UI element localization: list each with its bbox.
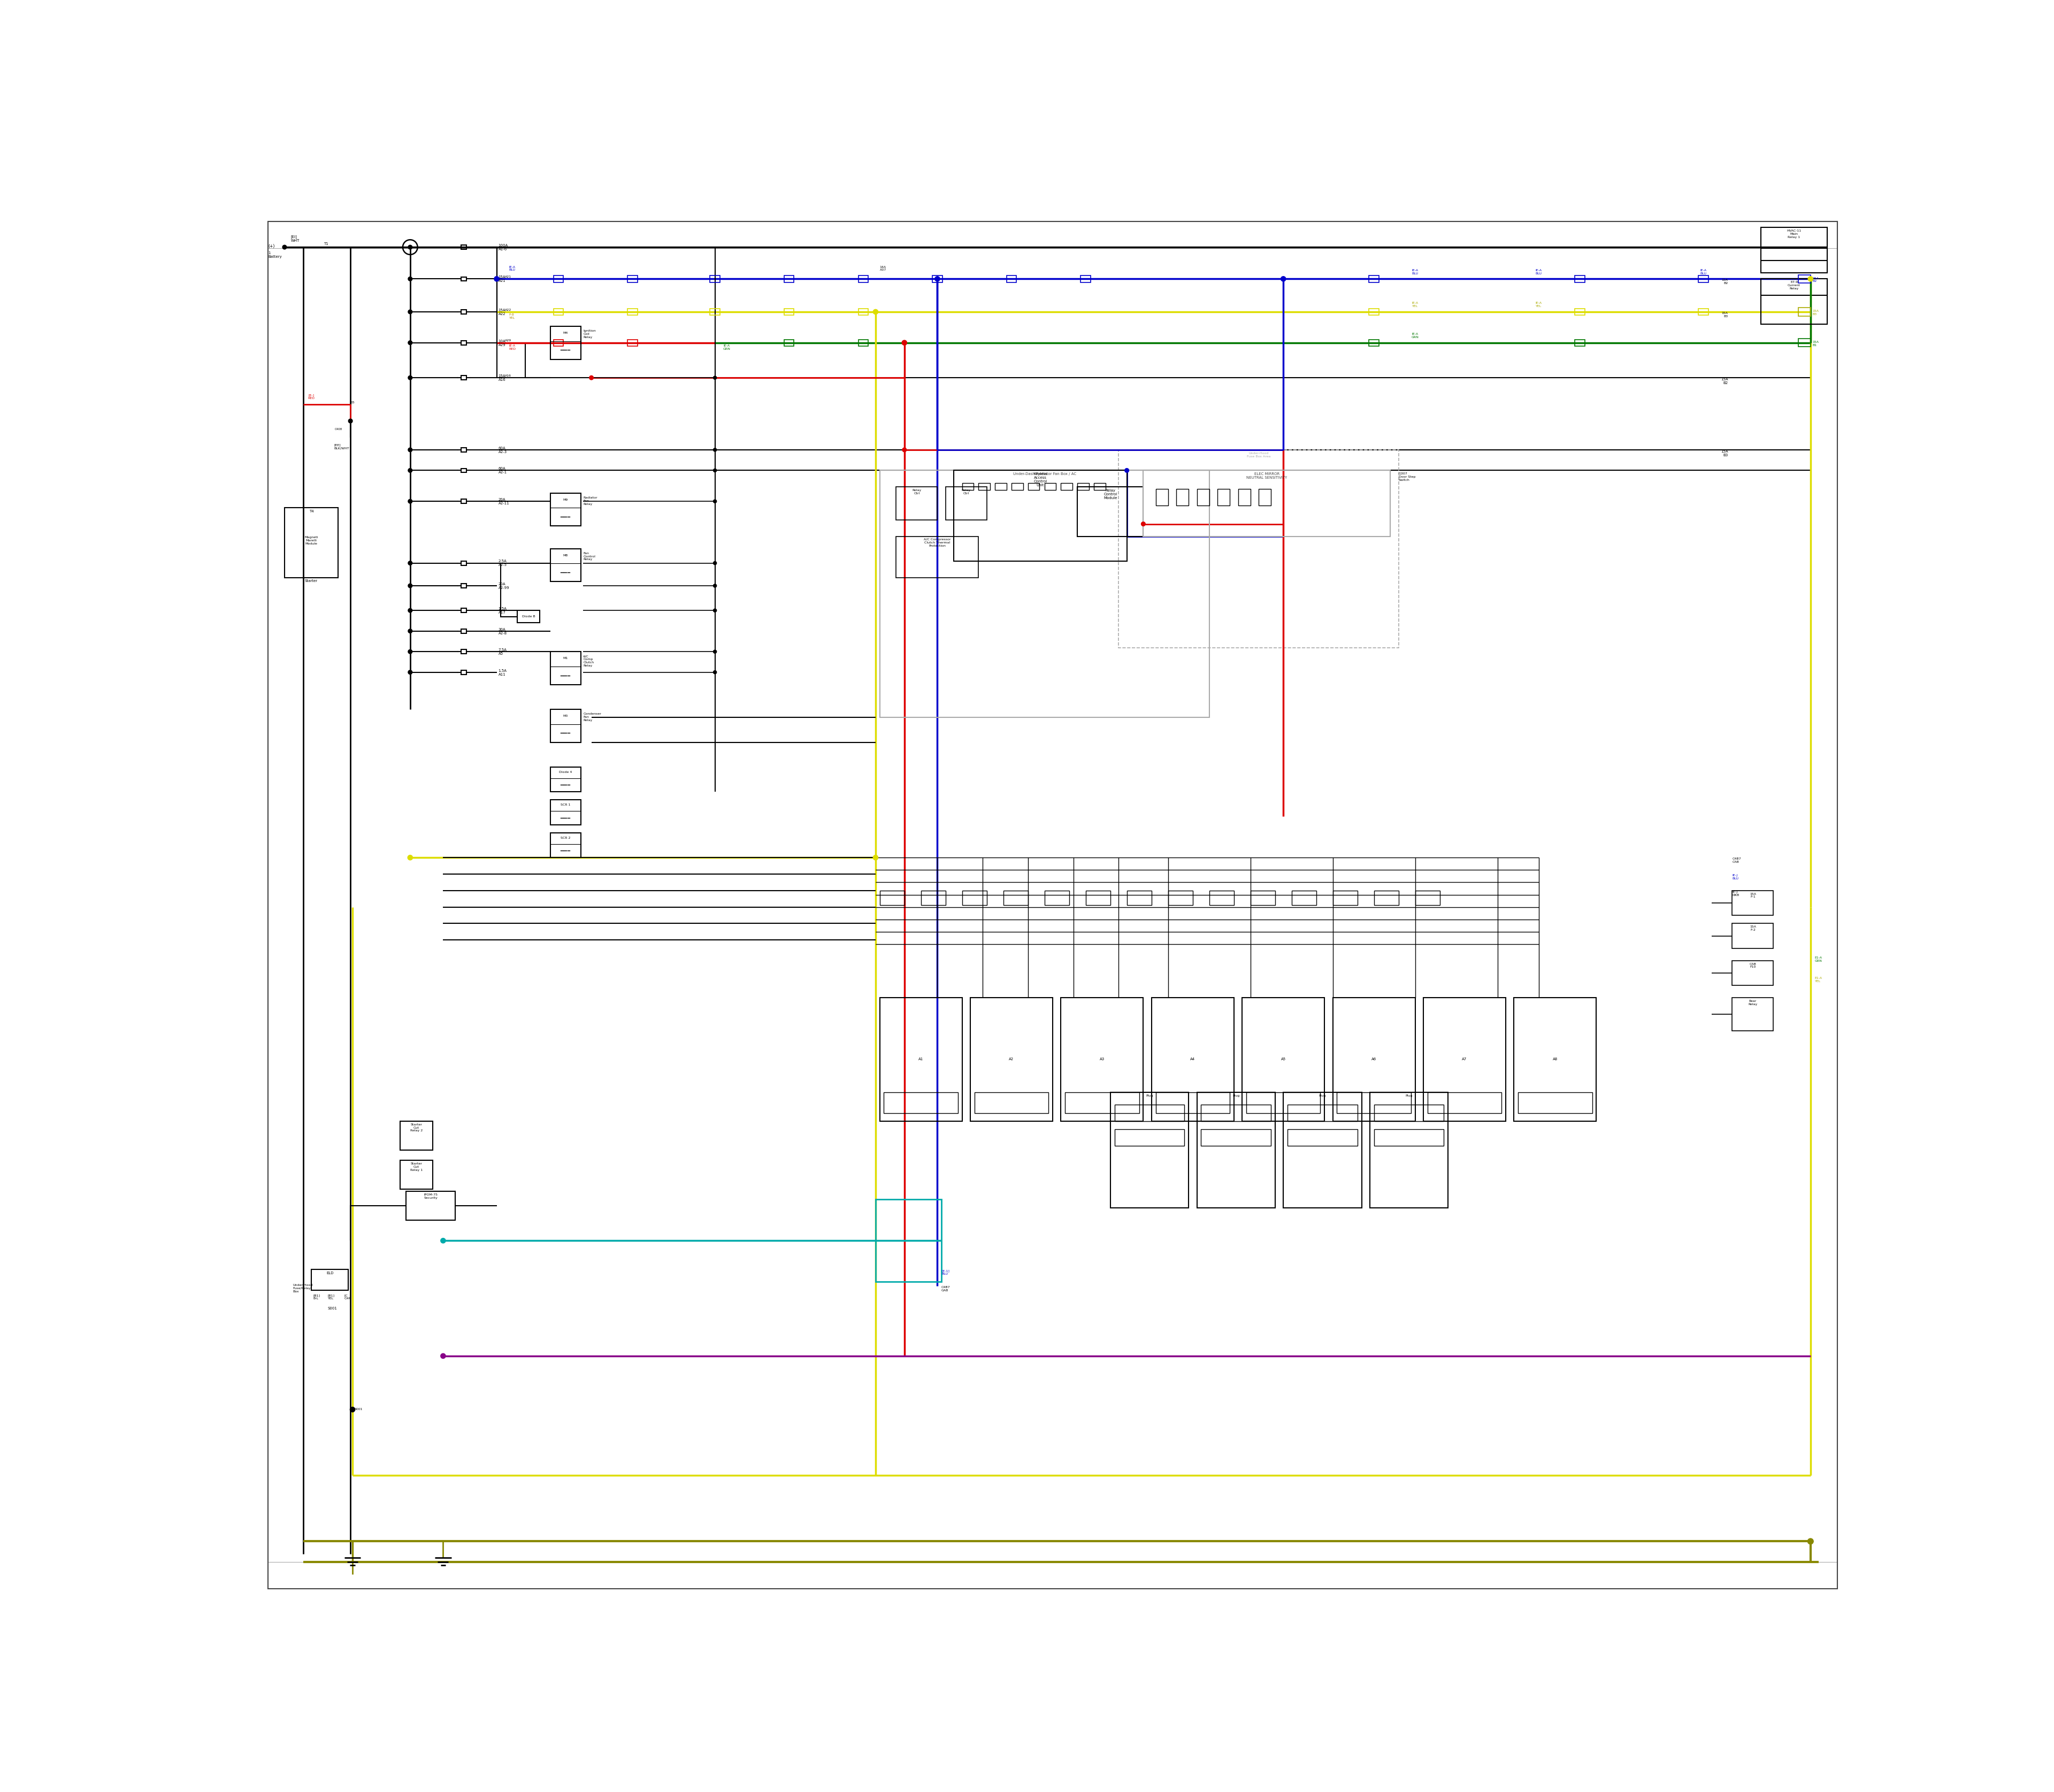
- Bar: [1288, 1129, 1358, 1145]
- Bar: [1239, 489, 1251, 505]
- Bar: [1078, 487, 1144, 536]
- Bar: [1210, 891, 1234, 905]
- Bar: [1095, 482, 1105, 491]
- Bar: [1333, 998, 1415, 1122]
- Circle shape: [407, 855, 413, 860]
- Text: 14A
A37: 14A A37: [879, 265, 885, 271]
- Bar: [1006, 276, 1017, 281]
- Bar: [711, 308, 719, 315]
- Text: 15A
A21: 15A A21: [499, 276, 505, 283]
- Bar: [462, 629, 466, 633]
- Circle shape: [1808, 1539, 1814, 1545]
- Text: [E-]
RED: [E-] RED: [308, 394, 314, 400]
- Bar: [550, 652, 581, 685]
- Bar: [785, 308, 795, 315]
- Text: A29: A29: [505, 339, 511, 342]
- Bar: [711, 276, 719, 281]
- Text: 15A
F-2: 15A F-2: [1750, 925, 1756, 932]
- Text: M9: M9: [563, 498, 569, 502]
- Bar: [883, 1093, 957, 1113]
- Text: 100A
A1-6: 100A A1-6: [499, 244, 507, 251]
- Bar: [312, 1269, 349, 1290]
- Text: E1-A
GRN: E1-A GRN: [1814, 957, 1822, 962]
- Bar: [1337, 1093, 1411, 1113]
- Bar: [1128, 891, 1152, 905]
- Circle shape: [713, 584, 717, 588]
- Bar: [1284, 1093, 1362, 1208]
- Bar: [550, 710, 581, 742]
- Text: 7.5A
A5: 7.5A A5: [499, 649, 507, 656]
- Text: [E-1]
BLU: [E-1] BLU: [941, 1269, 949, 1276]
- Bar: [1156, 1093, 1230, 1113]
- Bar: [462, 670, 466, 674]
- Bar: [629, 276, 637, 281]
- Bar: [1370, 1093, 1448, 1208]
- Bar: [462, 584, 466, 588]
- Bar: [933, 276, 943, 281]
- Text: Radiator
Fan
Relay: Radiator Fan Relay: [583, 496, 598, 505]
- Text: 1: 1: [269, 251, 271, 254]
- Circle shape: [409, 584, 413, 588]
- Circle shape: [713, 448, 717, 452]
- Text: 15A
F-1: 15A F-1: [1750, 892, 1756, 898]
- Text: M8: M8: [563, 554, 569, 557]
- Bar: [1374, 891, 1399, 905]
- Bar: [1797, 308, 1810, 315]
- Bar: [1292, 891, 1317, 905]
- Bar: [785, 276, 795, 281]
- Bar: [462, 376, 466, 380]
- Circle shape: [442, 1238, 446, 1244]
- Circle shape: [495, 276, 499, 281]
- Bar: [1333, 891, 1358, 905]
- Bar: [553, 276, 563, 281]
- Text: Relay
Ctrl: Relay Ctrl: [961, 489, 972, 495]
- Circle shape: [409, 500, 413, 504]
- Text: A3: A3: [1099, 1057, 1105, 1061]
- Bar: [462, 340, 466, 344]
- Text: F-8
YEL: F-8 YEL: [509, 314, 516, 319]
- Bar: [1797, 339, 1810, 348]
- Bar: [1760, 280, 1826, 324]
- Text: A/C Compressor
Clutch Thermal
Protection: A/C Compressor Clutch Thermal Protection: [924, 538, 951, 547]
- Text: [C
C4P: [C C4P: [345, 1294, 351, 1299]
- Circle shape: [902, 448, 906, 452]
- Text: IE-A
GRN: IE-A GRN: [723, 344, 731, 349]
- Text: IE-A
YEL: IE-A YEL: [1536, 301, 1543, 308]
- Text: A16: A16: [505, 375, 511, 376]
- Bar: [1732, 923, 1773, 948]
- Text: ELD: ELD: [327, 1272, 333, 1274]
- Circle shape: [713, 376, 717, 380]
- Text: Starter
Cut
Relay 2: Starter Cut Relay 2: [411, 1124, 423, 1133]
- Bar: [1177, 489, 1189, 505]
- Bar: [1002, 891, 1027, 905]
- Text: Relay
Ctrl: Relay Ctrl: [912, 489, 922, 495]
- Bar: [1218, 489, 1230, 505]
- Bar: [1115, 1129, 1185, 1145]
- Circle shape: [935, 276, 941, 281]
- Circle shape: [409, 448, 413, 452]
- Text: Rear
Relay: Rear Relay: [1748, 1000, 1758, 1005]
- Text: IE-J
BLU: IE-J BLU: [1732, 874, 1738, 880]
- Bar: [462, 500, 466, 504]
- Bar: [550, 799, 581, 824]
- Bar: [1043, 891, 1070, 905]
- Bar: [1732, 961, 1773, 986]
- Bar: [859, 308, 869, 315]
- Bar: [1066, 1093, 1140, 1113]
- Text: IE-A
BLU: IE-A BLU: [1701, 269, 1707, 274]
- Text: Magneti
Marelli
Module: Magneti Marelli Module: [304, 536, 318, 545]
- Bar: [1518, 1093, 1592, 1113]
- Bar: [1288, 1104, 1358, 1122]
- Text: C408: C408: [335, 428, 343, 430]
- Circle shape: [409, 609, 413, 613]
- Text: (+): (+): [269, 244, 275, 249]
- Text: [B1]
B-L: [B1] B-L: [314, 1294, 320, 1299]
- Bar: [1575, 308, 1586, 315]
- Bar: [1243, 998, 1325, 1122]
- Bar: [1699, 276, 1709, 281]
- Text: E1-A
YEL: E1-A YEL: [1814, 977, 1822, 982]
- Text: CAB
F10: CAB F10: [1750, 962, 1756, 968]
- Text: 1.5A
A17: 1.5A A17: [499, 607, 507, 615]
- Text: A2: A2: [1009, 1057, 1015, 1061]
- Bar: [879, 471, 1210, 717]
